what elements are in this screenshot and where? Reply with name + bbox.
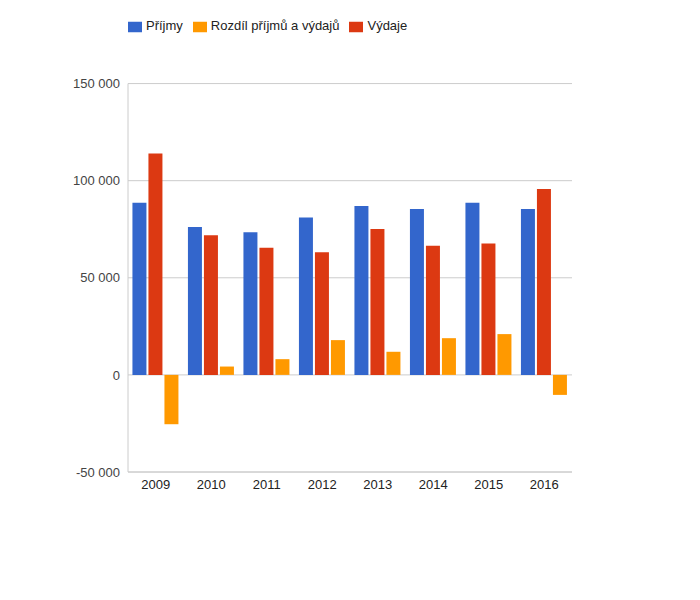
svg-text:100 000: 100 000 [73, 173, 120, 188]
svg-text:50 000: 50 000 [80, 270, 120, 285]
html-text:Rozdíl příjmů a výdajů: Rozdíl příjmů a výdajů [210, 18, 340, 33]
svg-text:2016: 2016 [530, 477, 559, 492]
html-text:Příjmy: Příjmy [146, 18, 183, 33]
svg-text:-50 000: -50 000 [76, 465, 120, 480]
svg-text:2012: 2012 [308, 477, 337, 492]
svg-text:2013: 2013 [363, 477, 392, 492]
svg-text:0: 0 [113, 368, 120, 383]
svg-text:2015: 2015 [474, 477, 503, 492]
svg-text:2010: 2010 [197, 477, 226, 492]
svg-text:150 000: 150 000 [73, 76, 120, 91]
svg-text:2009: 2009 [141, 477, 170, 492]
html-text:Výdaje: Výdaje [367, 18, 408, 33]
svg-text:2014: 2014 [419, 477, 448, 492]
svg-text:2011: 2011 [253, 477, 281, 492]
